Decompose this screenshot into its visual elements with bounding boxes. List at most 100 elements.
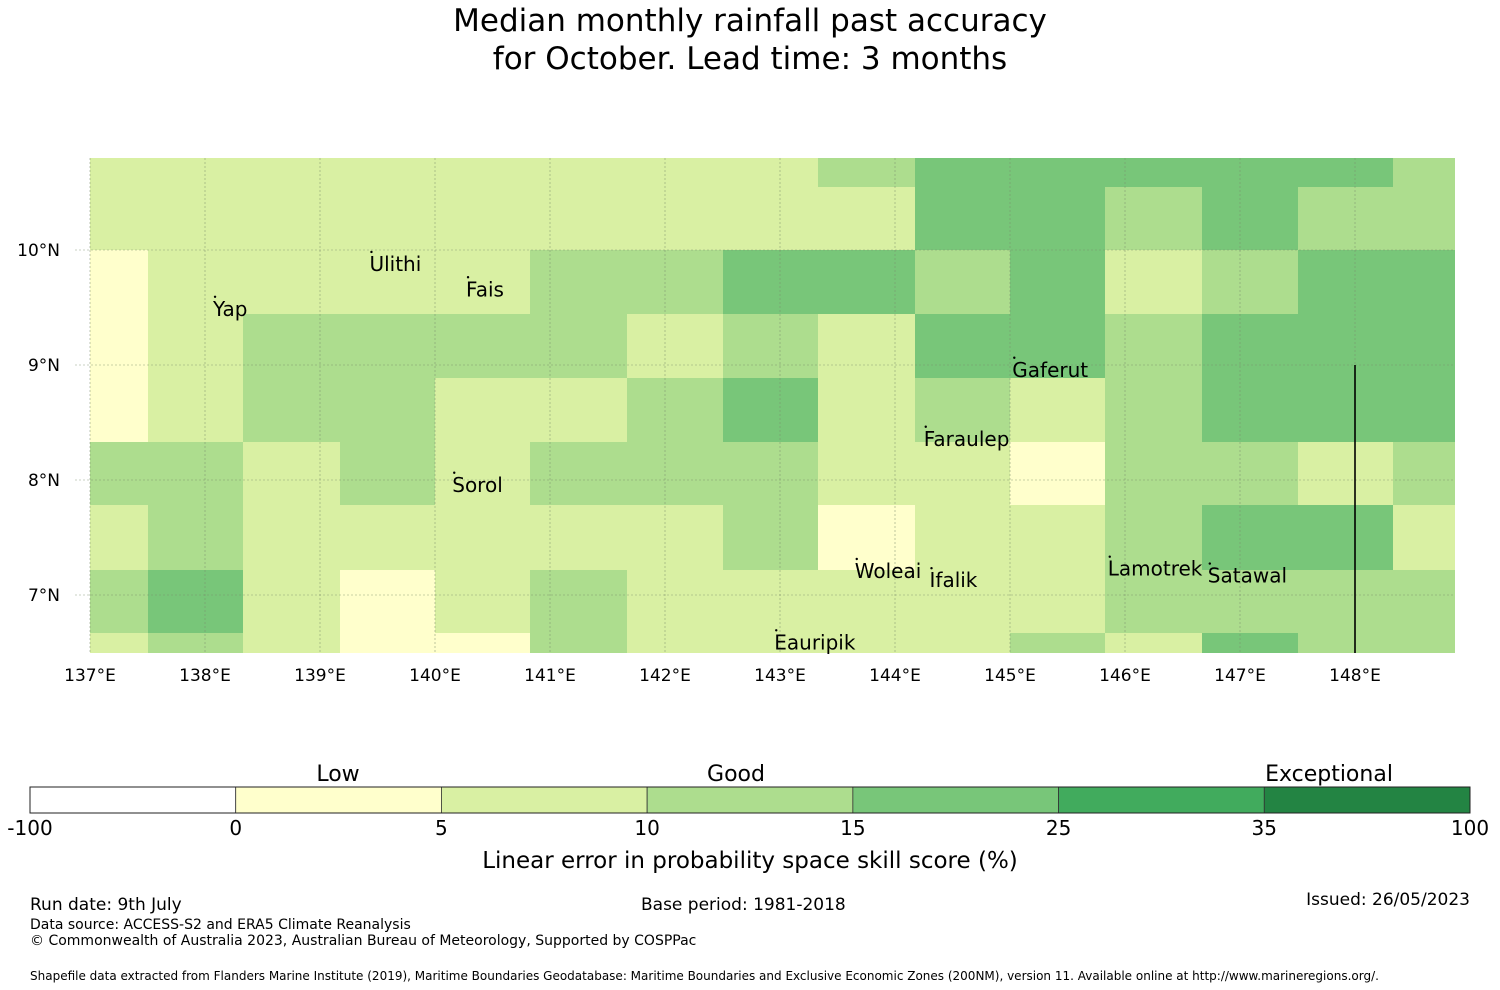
- map-cell: [148, 633, 243, 653]
- legend-bin: [29, 786, 237, 814]
- map-cell: [1202, 505, 1298, 570]
- map-cell: [915, 505, 1010, 570]
- map-cell: [1105, 314, 1202, 378]
- legend-category-label: Good: [707, 762, 765, 787]
- chart-title-line1: Median monthly rainfall past accuracy: [453, 3, 1047, 39]
- place-label: Faraulep: [924, 427, 1010, 451]
- place-label: Ifalik: [930, 568, 978, 592]
- map-cell: [723, 570, 818, 633]
- legend-bin: [441, 786, 648, 814]
- map-cell: [723, 505, 818, 570]
- place-label: Woleai: [855, 559, 922, 583]
- map-cell: [627, 250, 723, 314]
- map-cell: [1298, 505, 1393, 570]
- legend-tick-label: 25: [1046, 816, 1071, 840]
- legend-tick-label: 100: [1451, 816, 1489, 840]
- map-cell: [915, 314, 1010, 378]
- island-mark: [930, 567, 933, 570]
- legend-bin: [235, 786, 442, 814]
- map-cell: [1393, 570, 1455, 633]
- map-cell: [148, 158, 243, 187]
- map-cell: [818, 505, 915, 570]
- map-cell: [90, 314, 148, 378]
- map-cell: [148, 505, 243, 570]
- island-mark: [855, 557, 858, 561]
- legend-category-label: Low: [316, 762, 359, 787]
- legend-axis-label: Linear error in probability space skill …: [482, 848, 1018, 874]
- map-cell: [243, 187, 340, 250]
- map-cell: [1298, 570, 1393, 633]
- map-cell: [1105, 505, 1202, 570]
- map-cell: [1298, 633, 1393, 653]
- map-cell: [530, 314, 627, 378]
- map-cell: [1393, 314, 1455, 378]
- map-cell: [1202, 442, 1298, 505]
- place-label: Ulithi: [369, 252, 421, 276]
- map-cell: [435, 633, 530, 653]
- map-cell: [90, 158, 148, 187]
- map-cell: [90, 378, 148, 442]
- longitude-tick-label: 145°E: [984, 666, 1036, 686]
- map-cell: [1010, 570, 1105, 633]
- map-cell: [530, 187, 627, 250]
- map-cell: [915, 250, 1010, 314]
- map-cell: [1202, 187, 1298, 250]
- place-label: Eauripik: [774, 630, 856, 654]
- map-cell: [1393, 158, 1455, 187]
- map-cell: [530, 505, 627, 570]
- map-cell: [243, 378, 340, 442]
- map-cell: [340, 442, 435, 505]
- longitude-tick-label: 138°E: [179, 666, 231, 686]
- map-cell: [243, 442, 340, 505]
- map-cell: [530, 250, 627, 314]
- map-cell: [1393, 187, 1455, 250]
- map-cell: [1393, 378, 1455, 442]
- island-mark: [370, 250, 373, 254]
- map-cell: [818, 314, 915, 378]
- map-cell: [340, 378, 435, 442]
- place-label: Sorol: [452, 473, 503, 497]
- longitude-tick-label: 139°E: [294, 666, 346, 686]
- island-mark: [466, 276, 470, 279]
- island-mark: [924, 425, 927, 428]
- map-cell: [1105, 570, 1202, 633]
- map-cell: [1393, 633, 1455, 653]
- map-cell: [1298, 250, 1393, 314]
- base-period: Base period: 1981-2018: [641, 895, 846, 915]
- legend-bin: [1263, 786, 1471, 814]
- map-cell: [148, 250, 243, 314]
- legend-tick-label: -100: [7, 816, 52, 840]
- map-cell: [818, 378, 915, 442]
- latitude-tick-label: 7°N: [28, 586, 60, 606]
- map-cell: [1010, 505, 1105, 570]
- map-cell: [1105, 633, 1202, 653]
- map-cell: [1393, 442, 1455, 505]
- run-date: Run date: 9th July: [30, 895, 182, 915]
- map-cell: [148, 442, 243, 505]
- map-cell: [627, 505, 723, 570]
- issued-date: Issued: 26/05/2023: [1306, 890, 1470, 910]
- shapefile-credit: Shapefile data extracted from Flanders M…: [30, 969, 1379, 983]
- legend-category-label: Exceptional: [1265, 762, 1393, 787]
- legend-tick-label: 10: [634, 816, 659, 840]
- map-cell: [243, 250, 340, 314]
- map-cell: [915, 187, 1010, 250]
- longitude-tick-label: 137°E: [64, 666, 116, 686]
- latitude-tick-label: 10°N: [17, 241, 60, 261]
- longitude-tick-label: 147°E: [1214, 666, 1266, 686]
- map-cell: [723, 378, 818, 442]
- map-cell: [1298, 378, 1393, 442]
- map-cell: [723, 187, 818, 250]
- map-cell: [243, 570, 340, 633]
- map-cell: [530, 442, 627, 505]
- map-cell: [148, 570, 243, 633]
- chart-title: Median monthly rainfall past accuracy fo…: [0, 2, 1500, 78]
- longitude-tick-label: 144°E: [869, 666, 921, 686]
- latitude-tick-label: 9°N: [28, 356, 60, 376]
- copyright: © Commonwealth of Australia 2023, Austra…: [30, 933, 697, 949]
- map-cell: [1202, 570, 1298, 633]
- map-cell: [148, 378, 243, 442]
- map-cell: [340, 570, 435, 633]
- map-cell: [435, 378, 530, 442]
